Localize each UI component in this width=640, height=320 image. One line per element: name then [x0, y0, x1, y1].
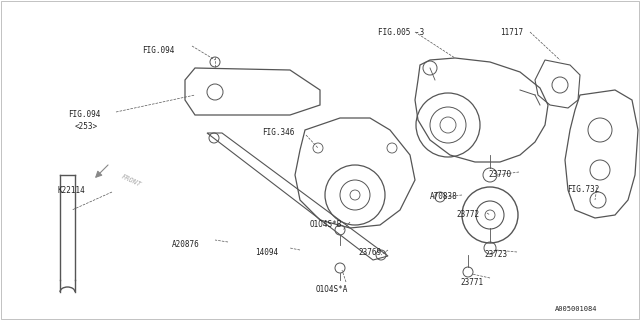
Text: FRONT: FRONT [120, 173, 142, 188]
Text: 23770: 23770 [488, 170, 511, 179]
Text: 23769: 23769 [358, 248, 381, 257]
Text: 14094: 14094 [255, 248, 278, 257]
Text: <253>: <253> [75, 122, 98, 131]
Text: FIG.005 -3: FIG.005 -3 [378, 28, 424, 37]
Text: A70838: A70838 [430, 192, 458, 201]
Text: A20876: A20876 [172, 240, 200, 249]
Text: O1O4S*A: O1O4S*A [316, 285, 348, 294]
Text: 11717: 11717 [500, 28, 523, 37]
Text: FIG.094: FIG.094 [142, 46, 174, 55]
Text: 23771: 23771 [460, 278, 483, 287]
Text: FIG.094: FIG.094 [68, 110, 100, 119]
Text: 23772: 23772 [456, 210, 479, 219]
Text: FIG.732: FIG.732 [567, 185, 600, 194]
Text: FIG.346: FIG.346 [262, 128, 294, 137]
Text: O1O4S*B: O1O4S*B [310, 220, 342, 229]
Text: A005001084: A005001084 [555, 306, 598, 312]
Text: K22114: K22114 [58, 186, 86, 195]
Text: 23723: 23723 [484, 250, 507, 259]
